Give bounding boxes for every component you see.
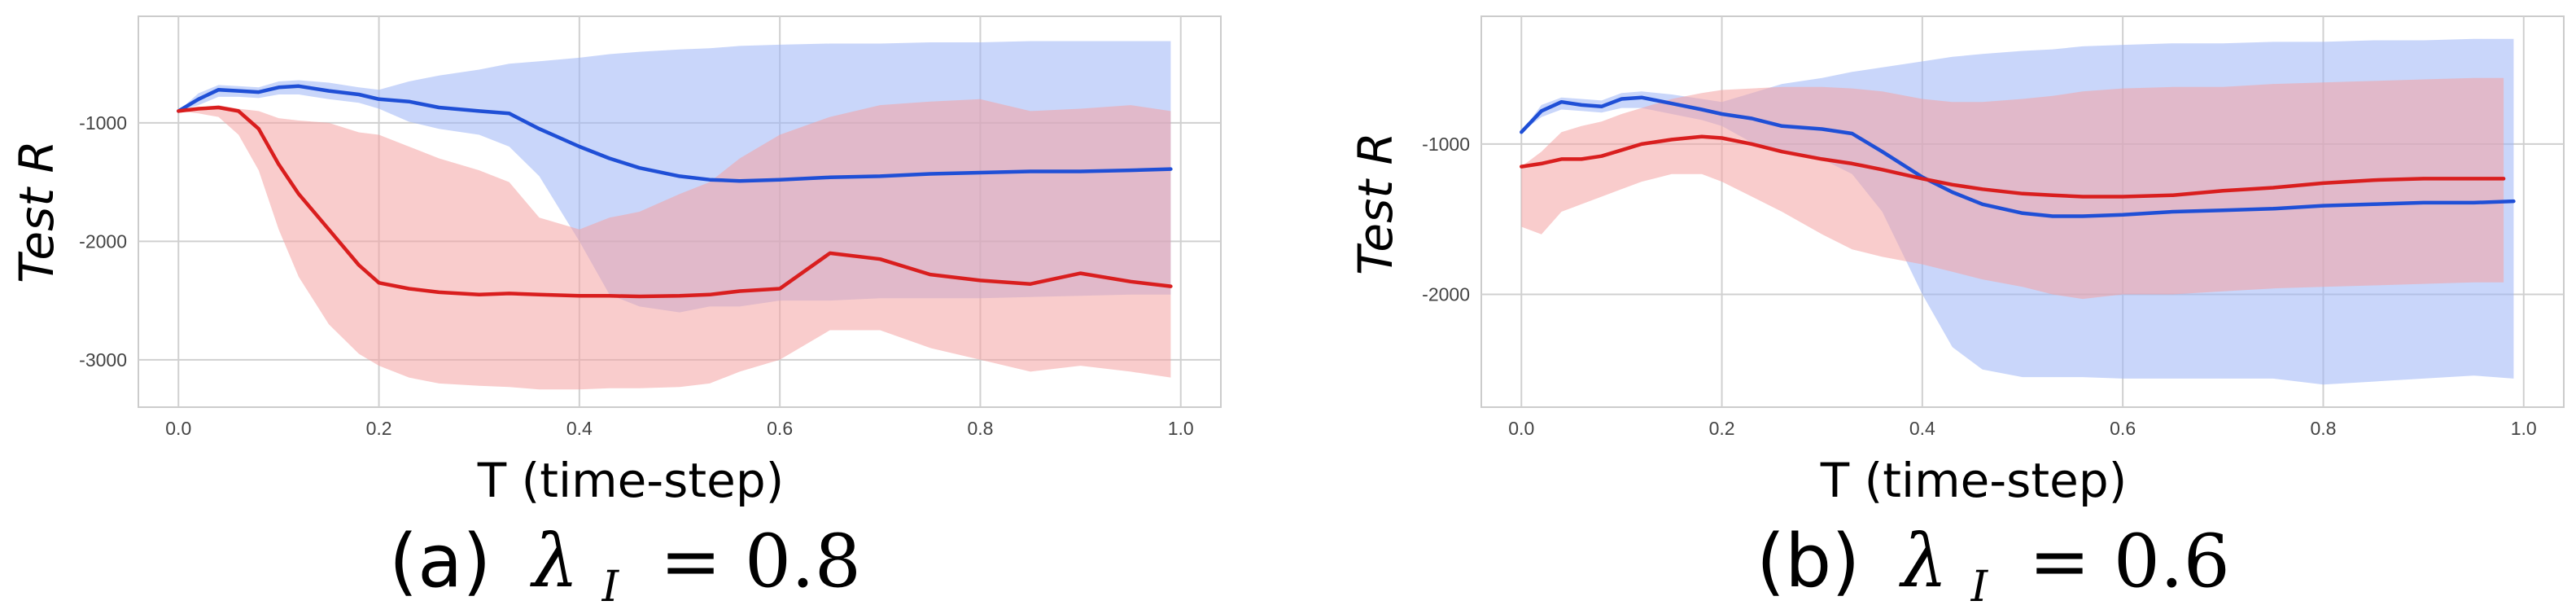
- series-line-a-0: [177, 84, 1173, 183]
- y-tick-labels-a: -1000 -2000 -3000: [79, 112, 127, 371]
- panel-caption-b: (b) λ I = 0.6: [1756, 519, 2230, 614]
- x-tick-label-b-5: 1.0: [2511, 418, 2537, 439]
- y-tick-label-b-0: -1000: [1422, 134, 1470, 155]
- x-tick-label-b-4: 0.8: [2310, 418, 2336, 439]
- lambda-subscript-a: I: [601, 563, 620, 612]
- series-line-b-1: [1520, 134, 2506, 199]
- series-line-a-1: [177, 105, 1173, 299]
- x-tick-label-a-5: 1.0: [1168, 418, 1194, 439]
- x-axis-label-a: T (time-step): [477, 453, 785, 508]
- y-axis-label-b: Test R: [1348, 132, 1403, 275]
- x-tick-label-b-1: 0.2: [1709, 418, 1735, 439]
- lambda-value-b: = 0.6: [2029, 519, 2230, 604]
- lines-a: [177, 84, 1173, 299]
- panel-a: 0.0 0.2 0.4 0.6 0.8 1.0 -1000 -2000 -3000 Test …: [9, 15, 1222, 614]
- series-band-a-1: [178, 99, 1171, 390]
- y-tick-label-a-2: -3000: [79, 349, 127, 371]
- panel-label-a: (a): [389, 519, 491, 604]
- y-tick-label-b-1: -2000: [1422, 284, 1470, 305]
- x-tick-label-b-3: 0.6: [2110, 418, 2136, 439]
- lambda-subscript-b: I: [1970, 563, 1989, 612]
- y-tick-label-a-0: -1000: [79, 112, 127, 134]
- x-tick-label-b-0: 0.0: [1508, 418, 1534, 439]
- y-tick-labels-b: -1000 -2000: [1422, 134, 1470, 305]
- panel-caption-a: (a) λ I = 0.8: [389, 519, 861, 614]
- lambda-symbol-a: λ: [530, 519, 579, 604]
- lambda-symbol-b: λ: [1899, 519, 1948, 604]
- y-axis-label-a: Test R: [9, 140, 64, 283]
- panel-label-b: (b): [1756, 519, 1860, 604]
- series-line-b-0: [1520, 95, 2516, 218]
- y-tick-label-a-1: -2000: [79, 230, 127, 252]
- x-tick-labels-b: 0.0 0.2 0.4 0.6 0.8 1.0: [1508, 418, 2536, 439]
- lines-b: [1520, 95, 2516, 218]
- series-band-b-1: [1521, 77, 2504, 300]
- x-tick-label-a-1: 0.2: [366, 418, 392, 439]
- x-tick-label-a-0: 0.0: [165, 418, 191, 439]
- x-tick-label-a-2: 0.4: [566, 418, 593, 439]
- x-tick-label-a-4: 0.8: [967, 418, 993, 439]
- panel-b: 0.0 0.2 0.4 0.6 0.8 1.0 -1000 -2000 Test R T (…: [1348, 15, 2565, 614]
- x-tick-label-a-3: 0.6: [767, 418, 793, 439]
- lambda-value-a: = 0.8: [660, 519, 861, 604]
- x-tick-label-b-2: 0.4: [1909, 418, 1935, 439]
- x-tick-labels-a: 0.0 0.2 0.4 0.6 0.8 1.0: [165, 418, 1193, 439]
- x-axis-label-b: T (time-step): [1820, 453, 2128, 508]
